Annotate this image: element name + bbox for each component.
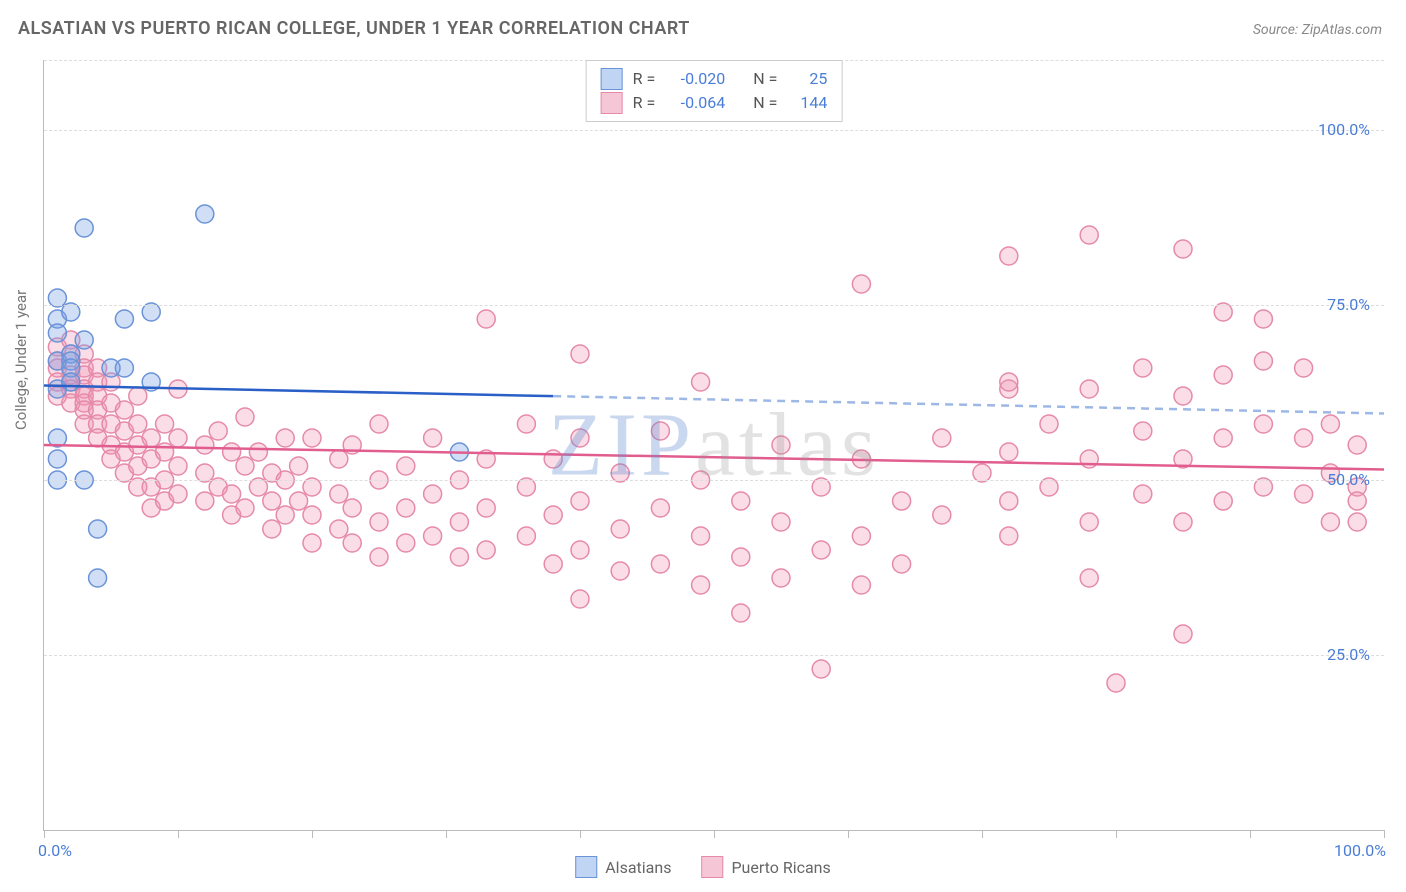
plot-area: R = -0.020 N = 25 R = -0.064 N = 144 ZIP… [43, 60, 1384, 831]
n-label: N = [753, 67, 777, 91]
n-value-alsatians: 25 [787, 67, 827, 91]
chart-container: ALSATIAN VS PUERTO RICAN COLLEGE, UNDER … [0, 0, 1406, 892]
legend-row-puerto-ricans: R = -0.064 N = 144 [601, 91, 828, 115]
r-value-puerto-ricans: -0.064 [665, 91, 725, 115]
legend-item-puerto-ricans: Puerto Ricans [701, 856, 830, 878]
legend-row-alsatians: R = -0.020 N = 25 [601, 67, 828, 91]
r-value-alsatians: -0.020 [665, 67, 725, 91]
x-tick-label: 100.0% [1334, 841, 1386, 860]
legend-label-puerto-ricans: Puerto Ricans [731, 858, 830, 877]
r-label: R = [633, 67, 656, 91]
x-tick-label: 0.0% [38, 841, 72, 860]
y-tick-label: 50.0% [1327, 470, 1370, 489]
legend-item-alsatians: Alsatians [575, 856, 671, 878]
swatch-alsatians [575, 856, 597, 878]
swatch-puerto-ricans [601, 92, 623, 114]
y-tick-label: 100.0% [1318, 120, 1370, 139]
y-tick-label: 75.0% [1327, 295, 1370, 314]
legend-label-alsatians: Alsatians [605, 858, 671, 877]
swatch-puerto-ricans [701, 856, 723, 878]
r-label: R = [633, 91, 656, 115]
y-tick-label: 25.0% [1327, 645, 1370, 664]
chart-title: ALSATIAN VS PUERTO RICAN COLLEGE, UNDER … [18, 18, 690, 39]
y-axis-label: College, Under 1 year [12, 290, 30, 430]
plot-svg [44, 60, 1384, 830]
series-legend: Alsatians Puerto Ricans [575, 856, 831, 878]
source-label: Source: ZipAtlas.com [1253, 22, 1382, 38]
n-label: N = [753, 91, 777, 115]
swatch-alsatians [601, 68, 623, 90]
stats-legend: R = -0.020 N = 25 R = -0.064 N = 144 [586, 60, 843, 122]
n-value-puerto-ricans: 144 [787, 91, 827, 115]
